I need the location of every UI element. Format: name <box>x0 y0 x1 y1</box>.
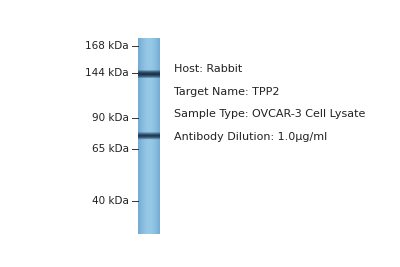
Text: 40 kDa: 40 kDa <box>92 196 129 206</box>
Text: 168 kDa: 168 kDa <box>86 41 129 52</box>
Text: Antibody Dilution: 1.0μg/ml: Antibody Dilution: 1.0μg/ml <box>174 132 327 142</box>
Text: Target Name: TPP2: Target Name: TPP2 <box>174 87 280 97</box>
Text: 144 kDa: 144 kDa <box>86 68 129 78</box>
Text: 90 kDa: 90 kDa <box>92 113 129 123</box>
Text: Sample Type: OVCAR-3 Cell Lysate: Sample Type: OVCAR-3 Cell Lysate <box>174 109 365 119</box>
Text: 65 kDa: 65 kDa <box>92 144 129 154</box>
Text: Host: Rabbit: Host: Rabbit <box>174 64 242 74</box>
